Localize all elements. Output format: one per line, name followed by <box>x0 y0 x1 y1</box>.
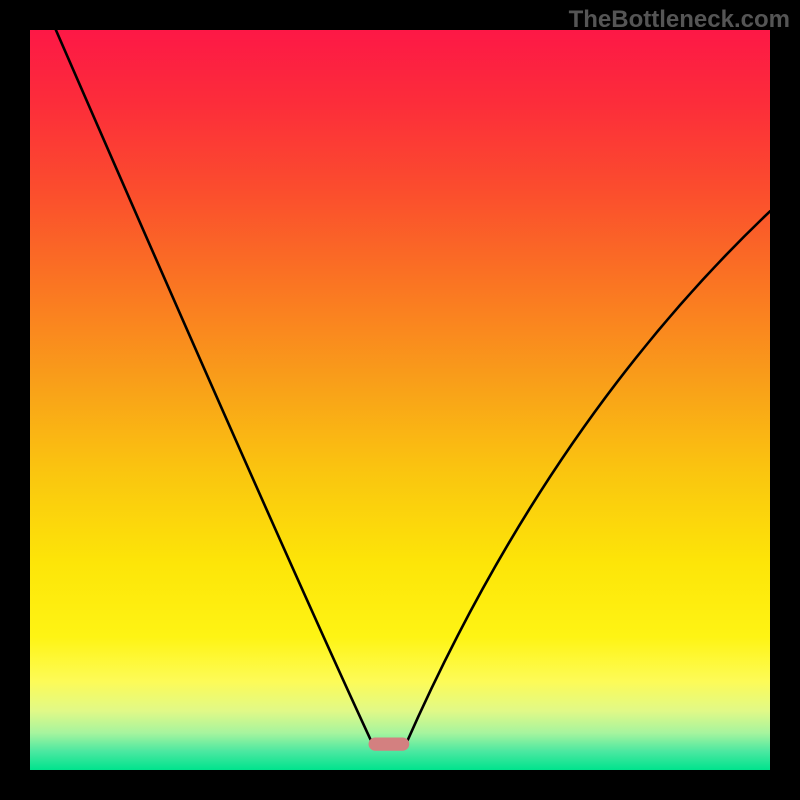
plot-area <box>30 30 770 770</box>
chart-root: TheBottleneck.com <box>0 0 800 800</box>
watermark-text: TheBottleneck.com <box>569 6 790 34</box>
chart-svg <box>0 0 800 800</box>
optimal-marker <box>369 737 410 750</box>
